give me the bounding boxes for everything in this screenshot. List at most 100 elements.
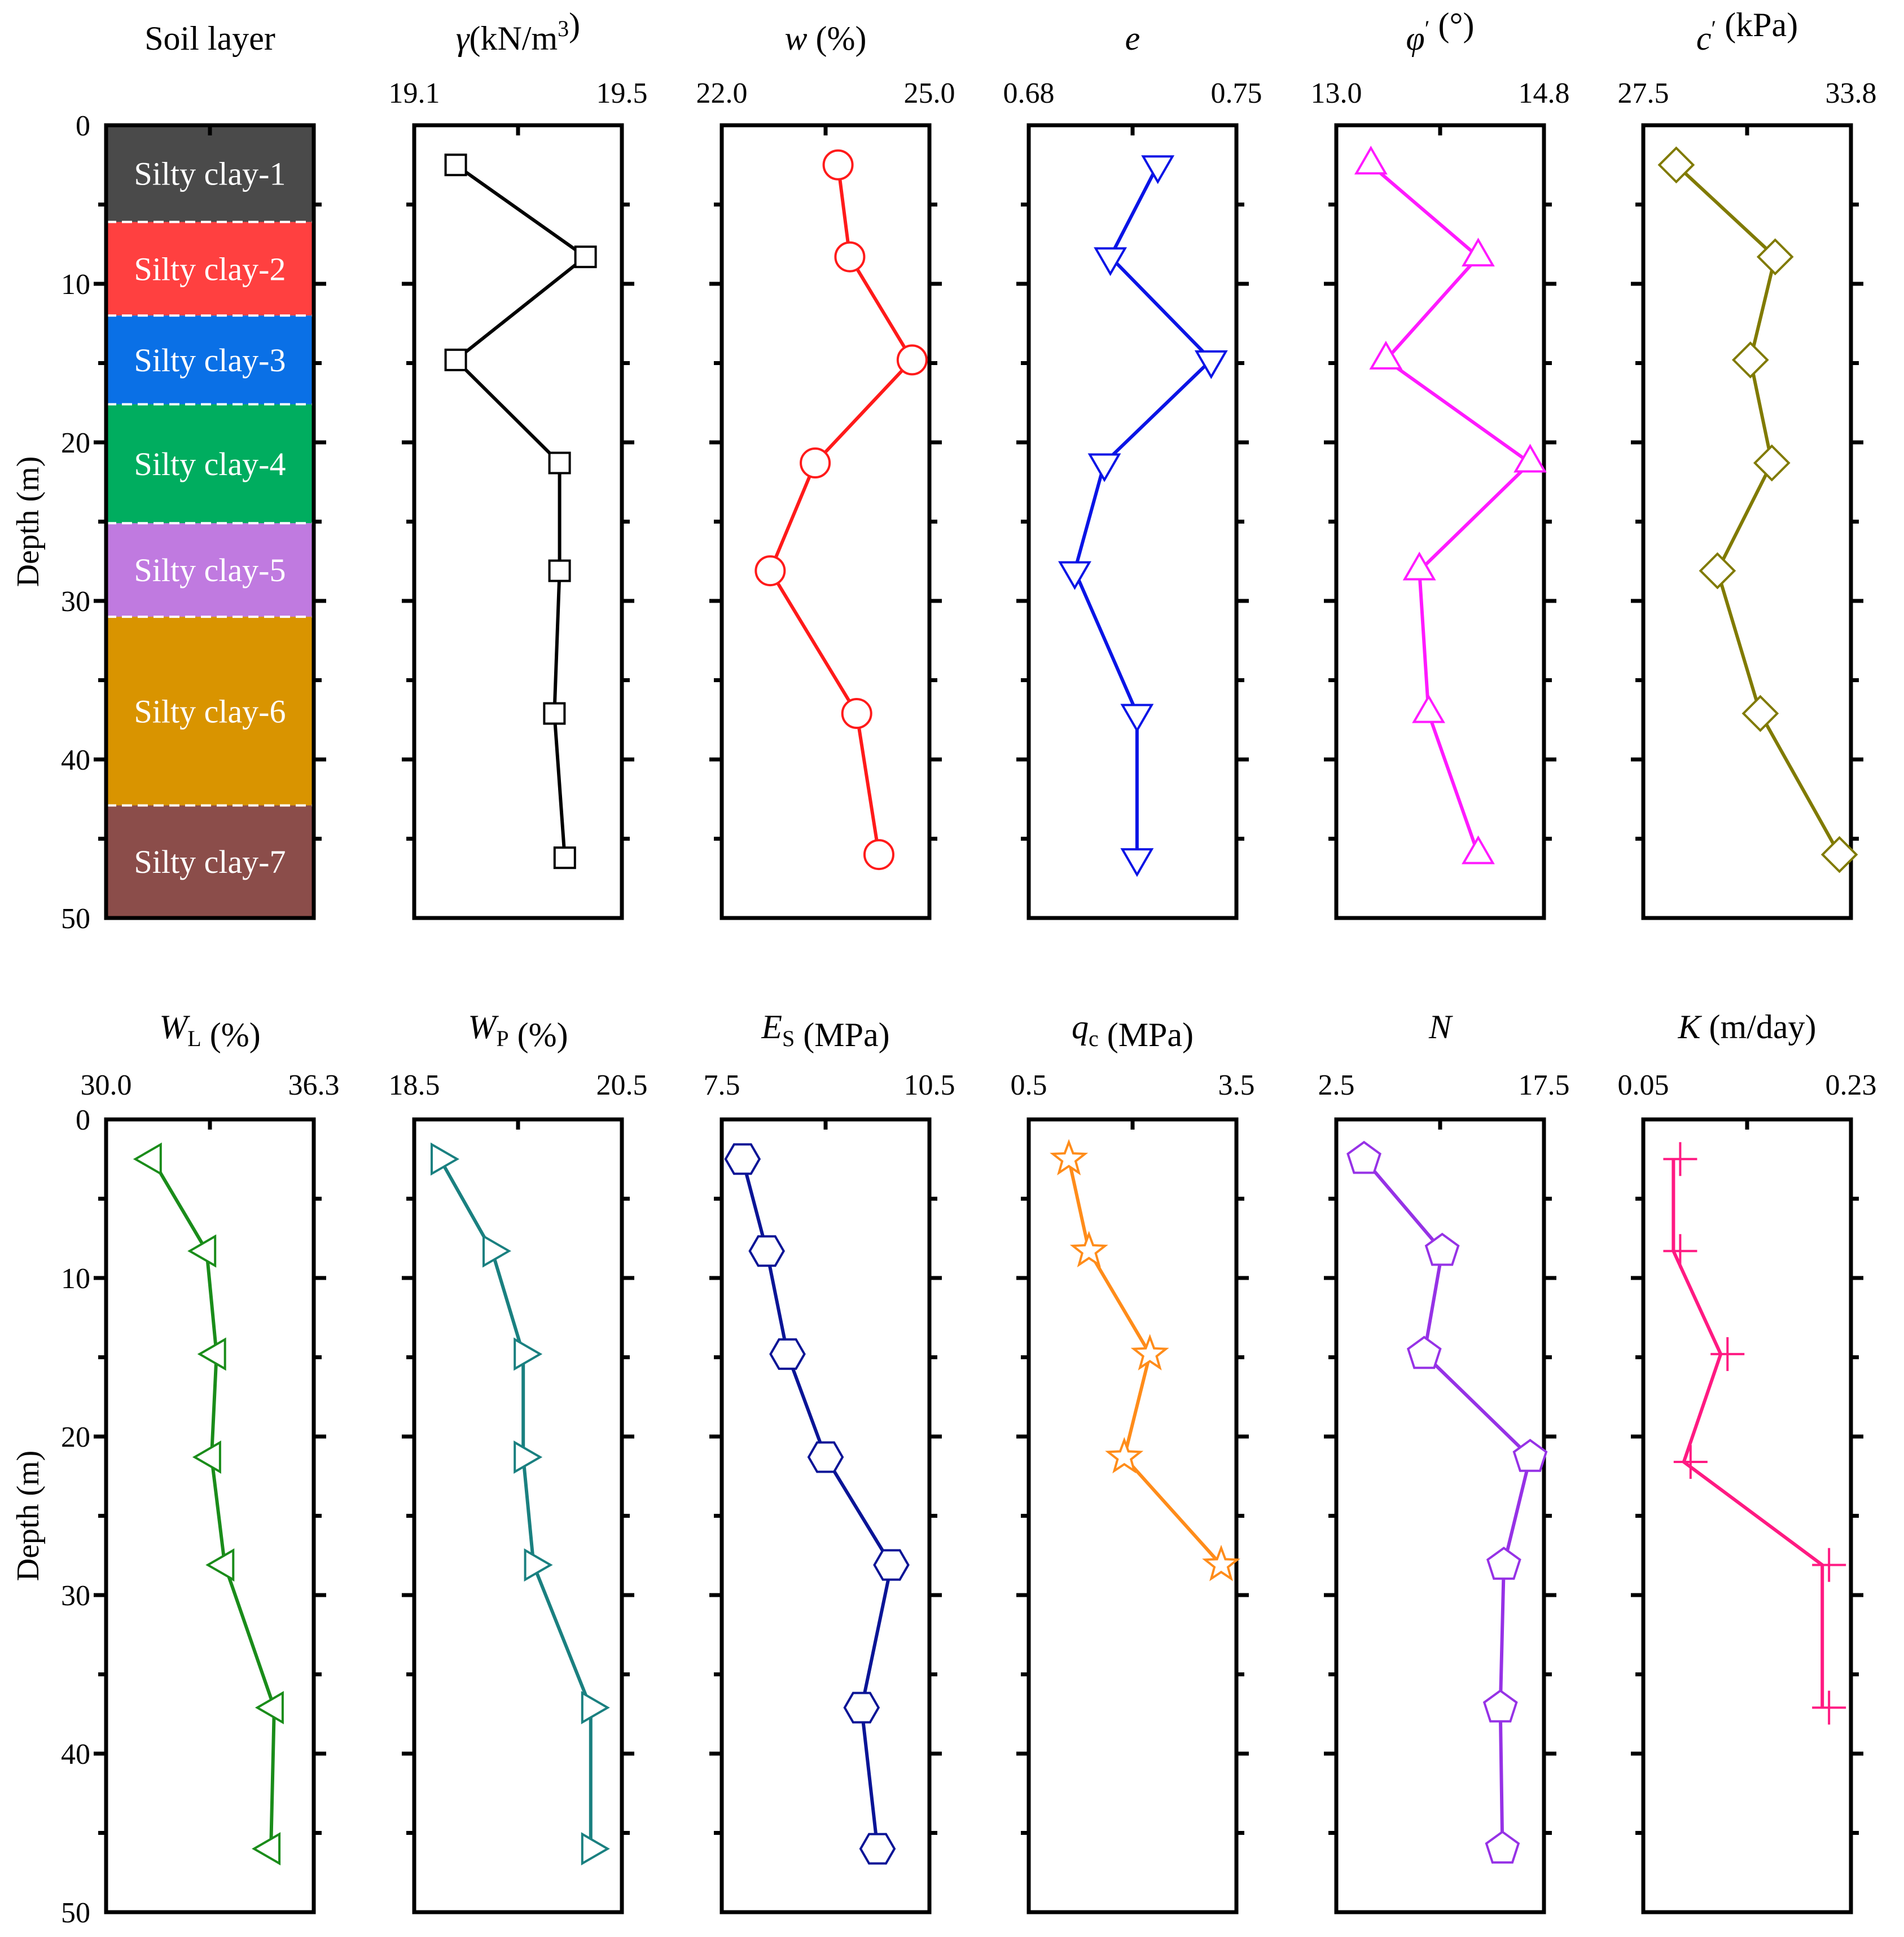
depth-tick-label: 20 [61, 427, 90, 459]
data-point [1369, 340, 1403, 370]
data-point [1812, 1548, 1846, 1582]
soil-layer-label: Silty clay-7 [134, 844, 286, 880]
data-point [1699, 552, 1736, 590]
panel-title: c′ (kPa) [1696, 6, 1798, 57]
plot-frame [412, 123, 624, 920]
data-point [1194, 350, 1228, 379]
data-point [1820, 836, 1858, 873]
data-point [1753, 444, 1791, 482]
depth-tick-label: 0 [76, 1104, 90, 1136]
data-point [553, 846, 576, 869]
data-point [1120, 848, 1154, 877]
data-point [1482, 1689, 1518, 1723]
data-point [581, 1832, 610, 1866]
panel-title: e [1125, 20, 1140, 57]
x-max-tick-label: 3.5 [1218, 1069, 1255, 1101]
plot-frame [720, 123, 932, 920]
depth-axis-label: Depth (m) [11, 456, 46, 587]
panel-title: N [1428, 1008, 1453, 1046]
x-min-tick-label: 13.0 [1311, 77, 1362, 109]
panel-title: K (m/day) [1678, 1008, 1817, 1046]
panel: w (%) 22.0 25.0 [696, 20, 955, 920]
data-point [444, 153, 467, 177]
soil-layer-label: Silty clay-5 [134, 552, 286, 588]
x-min-tick-label: 30.0 [81, 1069, 132, 1101]
data-point [800, 447, 831, 479]
depth-tick-label: 10 [61, 269, 90, 301]
data-point [1663, 1234, 1697, 1268]
data-point [187, 1234, 217, 1268]
data-point [1406, 1336, 1442, 1369]
data-point [252, 1832, 281, 1866]
panel: N 2.5 17.5 [1318, 1008, 1570, 1914]
plot-frame [1026, 1117, 1239, 1914]
data-point [574, 245, 597, 269]
data-point [1731, 341, 1769, 379]
soil-layer-band [106, 617, 314, 806]
data-point [1346, 1140, 1381, 1174]
soil-layer-band [106, 222, 314, 316]
data-point [1050, 1139, 1089, 1176]
x-min-tick-label: 27.5 [1618, 77, 1669, 109]
x-min-tick-label: 18.5 [389, 1069, 440, 1101]
plot-frame [1334, 123, 1546, 920]
depth-tick-label: 30 [61, 586, 90, 618]
data-point [1657, 146, 1695, 184]
x-min-tick-label: 22.0 [696, 77, 748, 109]
panel-title: WP (%) [468, 1008, 568, 1053]
soil-layer-band [106, 523, 314, 617]
x-min-tick-label: 0.05 [1618, 1069, 1669, 1101]
data-point [724, 1143, 761, 1175]
x-max-tick-label: 36.3 [288, 1069, 340, 1101]
depth-tick-label: 30 [61, 1580, 90, 1612]
data-point [482, 1234, 511, 1268]
x-min-tick-label: 2.5 [1318, 1069, 1355, 1101]
data-point [1462, 835, 1495, 864]
x-max-tick-label: 0.23 [1826, 1069, 1877, 1101]
panel: WL (%) 30.0 36.3 [81, 1008, 340, 1914]
data-point [431, 1142, 460, 1176]
data-point [1069, 1231, 1108, 1268]
soil-layer-label: Silty clay-4 [134, 446, 286, 482]
panel: ES (MPa) 7.5 10.5 [704, 1008, 955, 1914]
data-point [444, 348, 467, 371]
panel-title: ES (MPa) [761, 1008, 889, 1053]
x-max-tick-label: 25.0 [904, 77, 955, 109]
depth-tick-label: 10 [61, 1263, 90, 1295]
data-point [1094, 247, 1128, 276]
data-point [524, 1548, 553, 1582]
data-point [841, 698, 872, 730]
data-point [1741, 695, 1779, 732]
x-max-tick-label: 0.75 [1211, 77, 1262, 109]
data-point [1812, 1690, 1846, 1725]
x-max-tick-label: 33.8 [1826, 77, 1877, 109]
data-point [843, 1692, 880, 1724]
soil-layer-band [106, 125, 314, 222]
data-point [1141, 155, 1175, 185]
panel: c′ (kPa) 27.5 33.8 [1618, 6, 1877, 920]
data-point [896, 344, 928, 376]
x-max-tick-label: 14.8 [1519, 77, 1570, 109]
panel: WP (%) 18.5 20.5 [389, 1008, 648, 1914]
data-point [1412, 694, 1445, 723]
data-point [548, 451, 571, 475]
data-point [748, 1235, 786, 1267]
x-max-tick-label: 20.5 [596, 1069, 648, 1101]
soil-layer-label: Silty clay-3 [134, 342, 286, 379]
series-line [438, 1158, 593, 1849]
soil-layer-band [106, 805, 314, 918]
depth-axis-label: Depth (m) [11, 1451, 46, 1582]
data-point [514, 1440, 543, 1474]
data-point [1485, 1830, 1520, 1864]
data-point [863, 839, 894, 871]
data-point [581, 1691, 610, 1724]
data-point [205, 1548, 235, 1582]
depth-tick-label: 40 [61, 744, 90, 776]
data-point [1424, 1232, 1460, 1266]
x-min-tick-label: 7.5 [704, 1069, 740, 1101]
bottom-row: 0 10 20 30 40 50 Depth (m) WL (%) 30.0 36.3 WP (%)… [11, 1008, 1877, 1929]
data-point [1513, 443, 1547, 473]
panel: φ′ (°) 13.0 14.8 [1311, 6, 1570, 920]
data-point [133, 1142, 162, 1176]
data-point [197, 1337, 226, 1371]
